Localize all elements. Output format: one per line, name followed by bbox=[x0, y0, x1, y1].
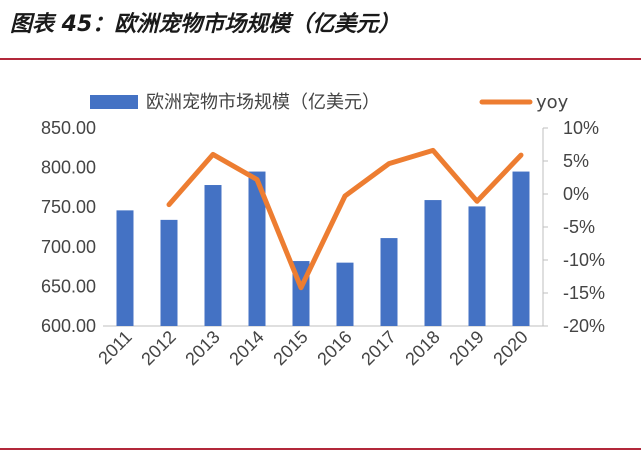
left-y-tick-label: 850.00 bbox=[41, 118, 96, 138]
bar-2016 bbox=[336, 262, 354, 326]
bar-2019 bbox=[468, 206, 486, 326]
right-y-tick-label: -5% bbox=[563, 217, 595, 237]
x-tick-label: 2018 bbox=[401, 327, 443, 369]
bar-2017 bbox=[380, 238, 398, 326]
right-y-tick-label: -15% bbox=[563, 283, 605, 303]
yoy-series bbox=[166, 147, 524, 291]
right-y-tick-label: 5% bbox=[563, 151, 589, 171]
bar-2014 bbox=[248, 171, 266, 326]
bar-2012 bbox=[160, 219, 178, 326]
bottom-divider bbox=[0, 448, 641, 450]
title-divider bbox=[0, 58, 641, 60]
legend-label-line: yoy bbox=[536, 92, 569, 113]
right-y-tick-label: 10% bbox=[563, 118, 599, 138]
right-y-tick-label: 0% bbox=[563, 184, 589, 204]
bar-2011 bbox=[116, 210, 134, 326]
left-y-tick-label: 700.00 bbox=[41, 237, 96, 257]
left-y-tick-label: 650.00 bbox=[41, 276, 96, 296]
bar-series bbox=[116, 171, 530, 326]
right-y-tick-label: -20% bbox=[563, 316, 605, 336]
x-tick-label: 2020 bbox=[489, 327, 531, 369]
legend-label-bar: 欧洲宠物市场规模（亿美元） bbox=[146, 92, 380, 113]
bar-2018 bbox=[424, 200, 442, 326]
x-tick-label: 2015 bbox=[269, 327, 311, 369]
right-y-tick-label: -10% bbox=[563, 250, 605, 270]
figure-title: 图表 45：欧洲宠物市场规模（亿美元） bbox=[10, 12, 401, 37]
left-y-tick-label: 750.00 bbox=[41, 197, 96, 217]
x-tick-label: 2011 bbox=[94, 327, 136, 369]
left-y-tick-label: 800.00 bbox=[41, 158, 96, 178]
x-tick-label: 2019 bbox=[445, 327, 487, 369]
x-tick-label: 2014 bbox=[225, 327, 267, 369]
bar-2020 bbox=[512, 171, 530, 326]
legend-swatch-bar bbox=[90, 95, 138, 109]
x-tick-label: 2013 bbox=[181, 327, 223, 369]
bar-2013 bbox=[204, 185, 222, 326]
x-tick-label: 2016 bbox=[313, 327, 355, 369]
x-tick-label: 2012 bbox=[137, 327, 179, 369]
legend: 欧洲宠物市场规模（亿美元） yoy bbox=[90, 92, 569, 113]
left-y-tick-label: 600.00 bbox=[41, 316, 96, 336]
x-tick-label: 2017 bbox=[357, 327, 399, 369]
